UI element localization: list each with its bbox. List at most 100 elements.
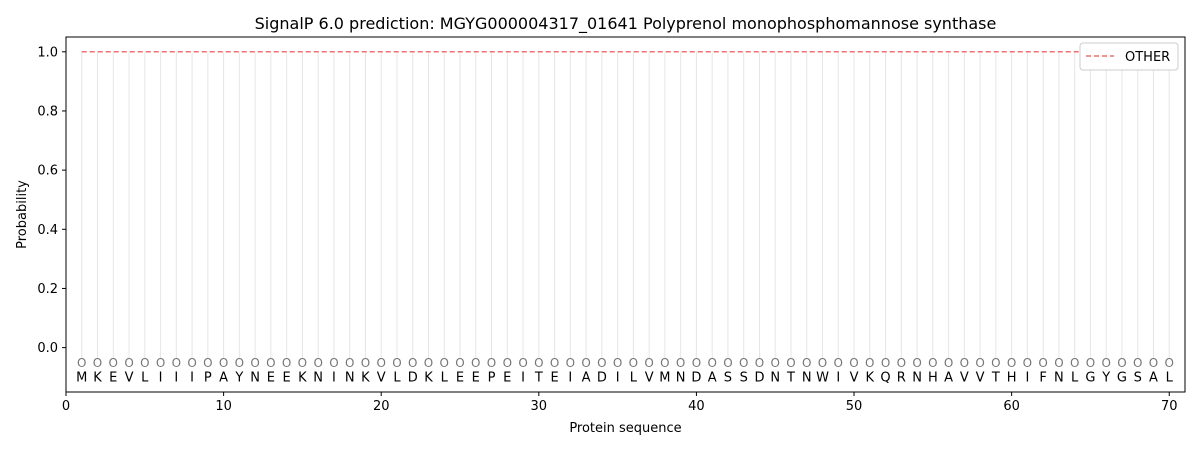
state-marker-53: O — [897, 356, 906, 370]
x-tick-label-30: 30 — [531, 399, 548, 414]
residue-label-37: V — [645, 371, 654, 386]
state-marker-67: O — [1117, 356, 1126, 370]
y-tick-label-2: 0.4 — [37, 223, 58, 238]
chart-title: SignalP 6.0 prediction: MGYG000004317_01… — [255, 14, 997, 34]
state-marker-44: O — [755, 356, 764, 370]
state-marker-43: O — [739, 356, 748, 370]
legend-box — [1079, 42, 1179, 71]
state-marker-61: O — [1023, 356, 1032, 370]
residue-label-13: E — [267, 371, 275, 386]
state-marker-42: O — [723, 356, 732, 370]
state-marker-37: O — [644, 356, 653, 370]
state-marker-68: O — [1133, 356, 1142, 370]
residue-label-42: S — [724, 371, 732, 386]
state-marker-36: O — [629, 356, 638, 370]
residue-label-19: K — [361, 371, 370, 386]
residue-label-28: E — [503, 371, 511, 386]
residue-label-15: K — [298, 371, 307, 386]
residue-label-36: L — [630, 371, 638, 386]
residue-label-50: V — [850, 371, 859, 386]
residue-label-1: M — [76, 371, 87, 386]
residue-label-39: N — [676, 371, 686, 386]
residue-label-16: N — [313, 371, 323, 386]
residue-label-6: I — [159, 371, 163, 386]
state-marker-64: O — [1070, 356, 1079, 370]
state-marker-32: O — [566, 356, 575, 370]
residue-label-51: K — [866, 371, 875, 386]
residue-label-12: N — [250, 371, 260, 386]
residue-label-47: N — [802, 371, 812, 386]
residue-label-27: P — [488, 371, 496, 386]
residue-label-68: S — [1134, 371, 1142, 386]
residue-label-57: V — [960, 371, 969, 386]
state-marker-1: O — [77, 356, 86, 370]
residue-label-30: T — [534, 371, 543, 386]
state-marker-22: O — [408, 356, 417, 370]
state-marker-11: O — [235, 356, 244, 370]
residue-label-38: M — [659, 371, 670, 386]
residue-label-69: A — [1149, 371, 1158, 386]
state-marker-27: O — [487, 356, 496, 370]
y-tick-label-5: 1.0 — [37, 45, 58, 60]
residue-label-41: A — [708, 371, 717, 386]
residue-label-35: I — [616, 371, 620, 386]
state-marker-8: O — [187, 356, 196, 370]
state-marker-29: O — [518, 356, 527, 370]
residue-label-58: V — [976, 371, 985, 386]
residue-label-53: R — [897, 371, 906, 386]
state-marker-19: O — [361, 356, 370, 370]
state-marker-18: O — [345, 356, 354, 370]
state-marker-21: O — [392, 356, 401, 370]
x-tick-label-50: 50 — [846, 399, 863, 414]
y-tick-label-1: 0.2 — [37, 282, 58, 297]
residue-label-23: K — [424, 371, 433, 386]
x-tick-label-0: 0 — [62, 399, 70, 414]
state-marker-66: O — [1101, 356, 1110, 370]
residue-label-70: L — [1166, 371, 1174, 386]
state-marker-54: O — [912, 356, 921, 370]
state-marker-57: O — [960, 356, 969, 370]
plot-area-frame — [65, 36, 1186, 393]
residue-label-59: T — [991, 371, 1000, 386]
state-marker-50: O — [849, 356, 858, 370]
state-marker-70: O — [1165, 356, 1174, 370]
state-marker-58: O — [975, 356, 984, 370]
residue-label-9: P — [204, 371, 212, 386]
residue-label-4: V — [125, 371, 134, 386]
x-axis-label: Protein sequence — [569, 421, 681, 436]
residue-label-31: E — [550, 371, 558, 386]
residue-label-40: D — [691, 371, 701, 386]
state-marker-69: O — [1149, 356, 1158, 370]
residue-label-3: E — [109, 371, 117, 386]
residue-label-10: A — [219, 371, 228, 386]
state-marker-2: O — [93, 356, 102, 370]
state-marker-40: O — [692, 356, 701, 370]
state-marker-47: O — [802, 356, 811, 370]
residue-label-14: E — [283, 371, 291, 386]
state-marker-15: O — [298, 356, 307, 370]
residue-label-64: L — [1071, 371, 1079, 386]
residue-label-22: D — [408, 371, 418, 386]
residue-label-60: H — [1007, 371, 1017, 386]
state-marker-9: O — [203, 356, 212, 370]
residue-label-54: N — [912, 371, 922, 386]
residue-label-63: N — [1054, 371, 1064, 386]
residue-label-34: D — [597, 371, 607, 386]
state-marker-7: O — [172, 356, 181, 370]
legend-label-other: OTHER — [1125, 50, 1170, 65]
residue-label-32: I — [568, 371, 572, 386]
x-tick-label-40: 40 — [688, 399, 705, 414]
residue-label-66: Y — [1101, 371, 1110, 386]
state-marker-30: O — [534, 356, 543, 370]
residue-grid-lines — [81, 51, 1170, 360]
residue-label-67: G — [1117, 371, 1127, 386]
residue-label-56: A — [944, 371, 953, 386]
residue-label-26: E — [472, 371, 480, 386]
residue-label-55: H — [928, 371, 938, 386]
state-marker-45: O — [770, 356, 779, 370]
y-axis-label: Probability — [15, 180, 30, 249]
state-marker-26: O — [471, 356, 480, 370]
x-tick-label-60: 60 — [1003, 399, 1020, 414]
